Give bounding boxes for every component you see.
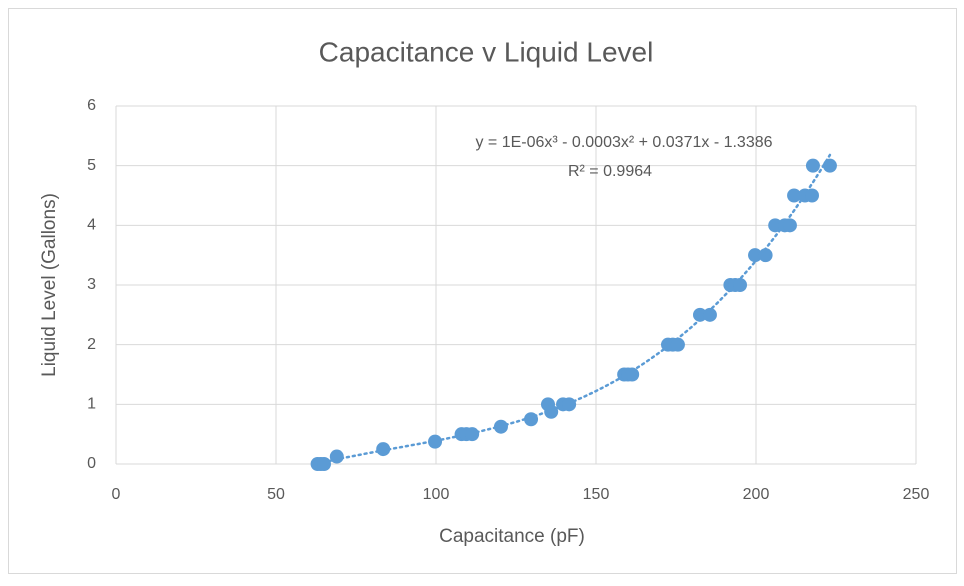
y-tick-label: 4 <box>87 217 96 234</box>
y-tick-label: 0 <box>87 455 96 472</box>
x-tick-label: 200 <box>743 486 770 503</box>
data-point <box>562 397 577 412</box>
data-point <box>702 307 717 322</box>
data-point <box>805 158 820 173</box>
y-tick-label: 6 <box>87 97 96 114</box>
x-tick-label: 0 <box>112 486 121 503</box>
data-point <box>544 404 559 419</box>
y-tick-label: 1 <box>87 396 96 413</box>
x-tick-label: 100 <box>423 486 450 503</box>
data-point <box>805 188 819 203</box>
data-point <box>693 307 707 322</box>
data-point <box>768 218 783 233</box>
data-point <box>758 248 773 263</box>
plot-area: 0 1 2 3 4 5 6 0 50 100 150 200 250 <box>87 97 929 503</box>
x-tick-label: 150 <box>583 486 610 503</box>
y-tick-label: 2 <box>87 336 96 353</box>
data-point <box>465 427 480 442</box>
data-point <box>733 278 747 292</box>
y-tick-label: 3 <box>87 276 96 293</box>
data-point <box>625 367 640 382</box>
data-point <box>748 248 763 263</box>
data-point <box>782 218 797 233</box>
chart-title: Capacitance v Liquid Level <box>319 36 654 67</box>
data-point <box>428 434 443 449</box>
data-point <box>670 337 685 352</box>
data-point <box>493 419 508 434</box>
y-axis-label: Liquid Level (Gallons) <box>39 193 60 377</box>
y-tick-label: 5 <box>87 157 96 174</box>
trendline-equation: y = 1E-06x³ - 0.0003x² + 0.0371x - 1.338… <box>475 134 772 151</box>
data-point <box>376 442 391 457</box>
x-axis-label: Capacitance (pF) <box>439 526 585 547</box>
data-point <box>317 457 331 471</box>
trendline-r2: R² = 0.9964 <box>568 163 652 180</box>
data-point <box>524 412 539 427</box>
x-tick-label: 250 <box>903 486 930 503</box>
data-point <box>329 449 344 464</box>
data-point <box>787 188 802 203</box>
chart-border <box>8 8 957 574</box>
x-tick-label: 50 <box>267 486 285 503</box>
data-point <box>822 158 837 173</box>
